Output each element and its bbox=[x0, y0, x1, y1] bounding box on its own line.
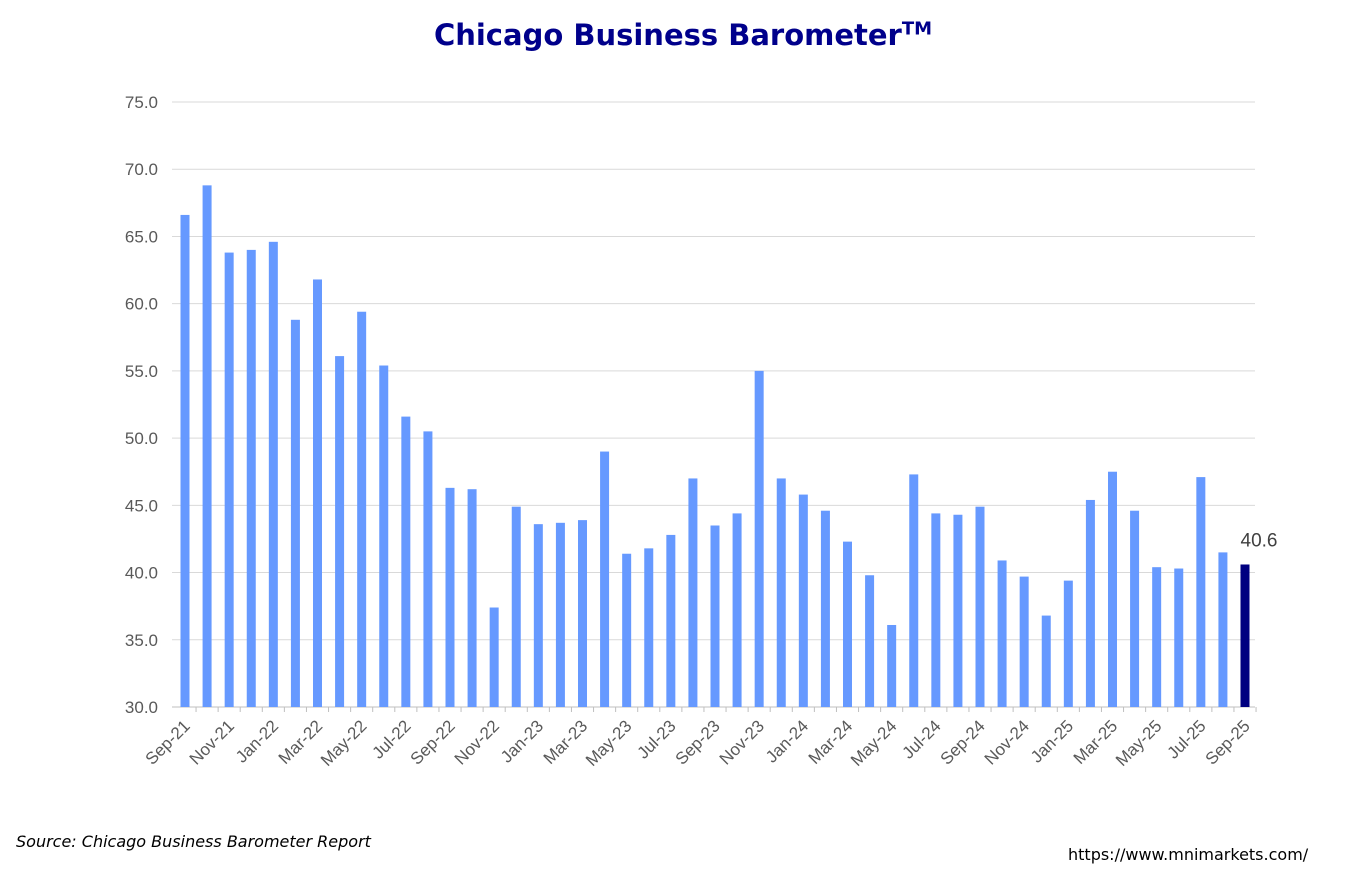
bar-Nov-24 bbox=[1019, 576, 1029, 707]
bar-Jul-24 bbox=[931, 513, 941, 707]
bar-Apr-23 bbox=[600, 451, 610, 707]
y-tick-label: 40.0 bbox=[125, 564, 158, 583]
bar-Aug-24 bbox=[953, 514, 963, 707]
bar-Jul-25 bbox=[1196, 477, 1206, 707]
y-tick-label: 75.0 bbox=[125, 93, 158, 112]
bar-Apr-22 bbox=[335, 356, 345, 707]
data-label-last: 40.6 bbox=[1241, 530, 1278, 551]
x-tick-label: Sep-25 bbox=[1202, 716, 1254, 768]
x-tick-label: May-24 bbox=[847, 716, 901, 770]
x-tick-label: Nov-22 bbox=[451, 716, 503, 768]
bar-Jan-22 bbox=[268, 241, 278, 708]
bar-Apr-25 bbox=[1130, 510, 1140, 707]
x-tick-label: May-25 bbox=[1112, 716, 1166, 770]
y-tick-label: 55.0 bbox=[125, 362, 158, 381]
bar-Feb-24 bbox=[820, 510, 830, 707]
x-tick-label: Mar-24 bbox=[805, 716, 857, 768]
x-tick-label: Sep-21 bbox=[142, 716, 194, 768]
bar-Oct-22 bbox=[467, 489, 477, 707]
bar-Dec-21 bbox=[246, 249, 256, 707]
bar-Sep-24 bbox=[975, 506, 985, 707]
x-tick-label: Sep-24 bbox=[937, 716, 989, 768]
y-tick-label: 30.0 bbox=[125, 698, 158, 717]
chart-title-text: Chicago Business Barometer bbox=[433, 18, 902, 52]
bar-Dec-22 bbox=[511, 506, 521, 707]
y-tick-label: 65.0 bbox=[125, 227, 158, 246]
x-tick-label: Nov-24 bbox=[981, 716, 1033, 768]
x-tick-label: Jan-25 bbox=[1027, 716, 1077, 766]
chart-title: Chicago Business BarometerTM bbox=[0, 18, 1366, 52]
y-tick-label: 45.0 bbox=[125, 496, 158, 515]
bar-Jun-22 bbox=[379, 365, 389, 707]
bar-Sep-25 bbox=[1240, 564, 1250, 707]
x-tick-label: Sep-22 bbox=[407, 716, 459, 768]
bar-Mar-23 bbox=[578, 520, 587, 707]
bar-Nov-23 bbox=[754, 370, 764, 707]
x-tick-label: Nov-21 bbox=[186, 716, 238, 768]
bar-Nov-22 bbox=[489, 607, 499, 707]
bar-Feb-22 bbox=[290, 319, 300, 707]
bar-Jun-24 bbox=[909, 474, 919, 707]
x-tick-label: Jan-23 bbox=[497, 716, 547, 766]
bar-May-24 bbox=[887, 624, 897, 707]
x-tick-label: Jan-24 bbox=[762, 716, 812, 766]
bar-Dec-24 bbox=[1041, 615, 1051, 707]
bar-Sep-21 bbox=[180, 214, 190, 707]
source-url: https://www.mnimarkets.com/ bbox=[1068, 845, 1309, 864]
bar-Sep-22 bbox=[445, 487, 455, 707]
source-note: Source: Chicago Business Barometer Repor… bbox=[16, 832, 371, 851]
bar-Jun-25 bbox=[1174, 568, 1184, 707]
bar-Feb-23 bbox=[555, 522, 565, 707]
bar-Mar-22 bbox=[313, 279, 322, 707]
bar-Sep-23 bbox=[710, 525, 720, 707]
bar-Mar-25 bbox=[1108, 471, 1117, 707]
bar-Jul-23 bbox=[666, 534, 676, 707]
x-tick-label: Jan-22 bbox=[232, 716, 282, 766]
bar-Aug-22 bbox=[423, 431, 433, 707]
x-tick-label: Nov-23 bbox=[716, 716, 768, 768]
bar-Oct-23 bbox=[732, 513, 742, 707]
y-tick-label: 60.0 bbox=[125, 295, 158, 314]
bar-Aug-25 bbox=[1218, 552, 1228, 707]
bar-Jan-25 bbox=[1063, 580, 1073, 707]
bar-Aug-23 bbox=[688, 478, 698, 707]
bar-Apr-24 bbox=[865, 575, 875, 707]
y-tick-label: 50.0 bbox=[125, 429, 158, 448]
bar-May-22 bbox=[357, 311, 367, 707]
x-tick-label: May-22 bbox=[317, 716, 371, 770]
x-tick-label: Mar-23 bbox=[540, 716, 592, 768]
bar-May-25 bbox=[1152, 567, 1162, 707]
bar-Nov-21 bbox=[224, 252, 234, 708]
x-tick-label: Mar-25 bbox=[1070, 716, 1122, 768]
bar-Feb-25 bbox=[1085, 499, 1095, 707]
bar-Jan-24 bbox=[798, 494, 808, 707]
y-tick-label: 35.0 bbox=[125, 631, 158, 650]
x-tick-label: Sep-23 bbox=[672, 716, 724, 768]
x-tick-label: Mar-22 bbox=[275, 716, 327, 768]
bar-Jul-22 bbox=[401, 416, 411, 707]
bar-May-23 bbox=[622, 553, 632, 707]
y-tick-label: 70.0 bbox=[125, 160, 158, 179]
bar-Mar-24 bbox=[843, 541, 852, 707]
bar-Jan-23 bbox=[533, 524, 543, 707]
bar-Oct-24 bbox=[997, 560, 1007, 707]
x-tick-label: May-23 bbox=[582, 716, 636, 770]
bar-Dec-23 bbox=[776, 478, 786, 707]
bar-Jun-23 bbox=[644, 548, 654, 707]
trademark-superscript: TM bbox=[901, 18, 933, 40]
bar-Oct-21 bbox=[202, 185, 212, 707]
